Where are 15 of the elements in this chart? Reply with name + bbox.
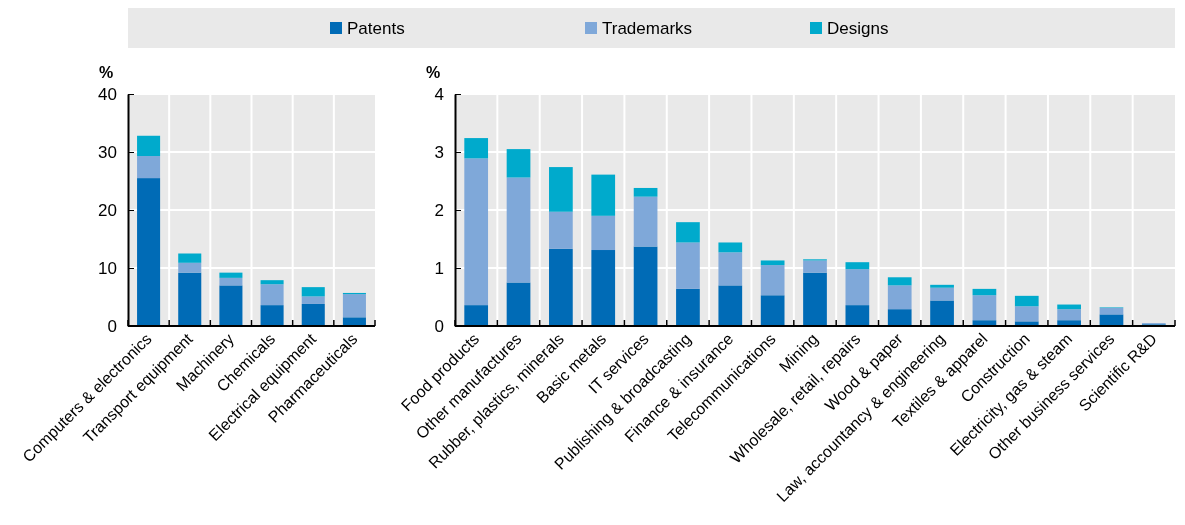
y-tick-label: 4	[434, 84, 444, 104]
y-tick-label: 3	[434, 142, 444, 162]
y-tick-label: 0	[434, 316, 444, 336]
y-tick-label: 30	[98, 142, 117, 162]
legend-label: Trademarks	[602, 19, 693, 38]
y-tick-label: 0	[107, 316, 117, 336]
y-axis-title: %	[98, 64, 114, 81]
y-tick-label: 1	[434, 258, 444, 278]
y-tick-label: 10	[98, 258, 117, 278]
y-tick-label: 20	[98, 200, 117, 220]
y-tick-label: 2	[434, 200, 444, 220]
legend-label: Patents	[347, 19, 405, 38]
y-tick-label: 40	[98, 84, 117, 104]
y-axis-title: %	[425, 64, 441, 81]
legend-label: Designs	[827, 19, 889, 38]
